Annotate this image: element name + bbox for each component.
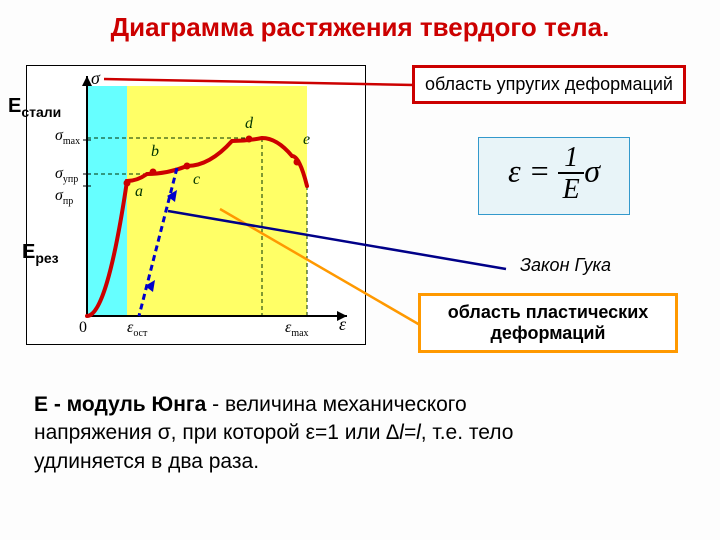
label-E-rubber: Ерез: [22, 241, 59, 266]
svg-text:εост: εост: [127, 319, 148, 339]
svg-text:a: a: [135, 183, 143, 200]
svg-text:σупр: σупр: [55, 165, 78, 185]
svg-text:e: e: [303, 131, 310, 148]
svg-text:ε: ε: [339, 314, 347, 334]
svg-text:εmax: εmax: [285, 319, 309, 339]
youngs-modulus-text: Е - модуль Юнга - величина механического…: [34, 391, 674, 476]
diagram-svg: a b c d e σ σmax σупр σпр ε 0 εост εmax: [27, 66, 367, 346]
content-area: abcdeσσmaxσупрσпрε0εостεmax Естали Ерез …: [0, 51, 720, 531]
svg-text:d: d: [245, 115, 254, 132]
svg-text:σ: σ: [91, 68, 101, 88]
page-title: Диаграмма растяжения твердого тела.: [0, 0, 720, 51]
svg-text:σmax: σmax: [55, 127, 80, 147]
stress-strain-diagram: a b c d e σ σmax σупр σпр ε 0 εост εmax: [26, 65, 366, 345]
callout-plastic-region: область пластическихдеформаций: [418, 293, 678, 353]
label-hooke-law: Закон Гука: [510, 249, 621, 282]
svg-text:b: b: [151, 143, 159, 160]
svg-text:σпр: σпр: [55, 187, 73, 207]
label-E-steel: Естали: [8, 95, 61, 120]
svg-text:c: c: [193, 171, 200, 188]
svg-text:0: 0: [79, 319, 87, 336]
formula-hooke: ε = 1Eσ: [478, 137, 630, 215]
callout-elastic-region: область упругих деформаций: [412, 65, 686, 104]
